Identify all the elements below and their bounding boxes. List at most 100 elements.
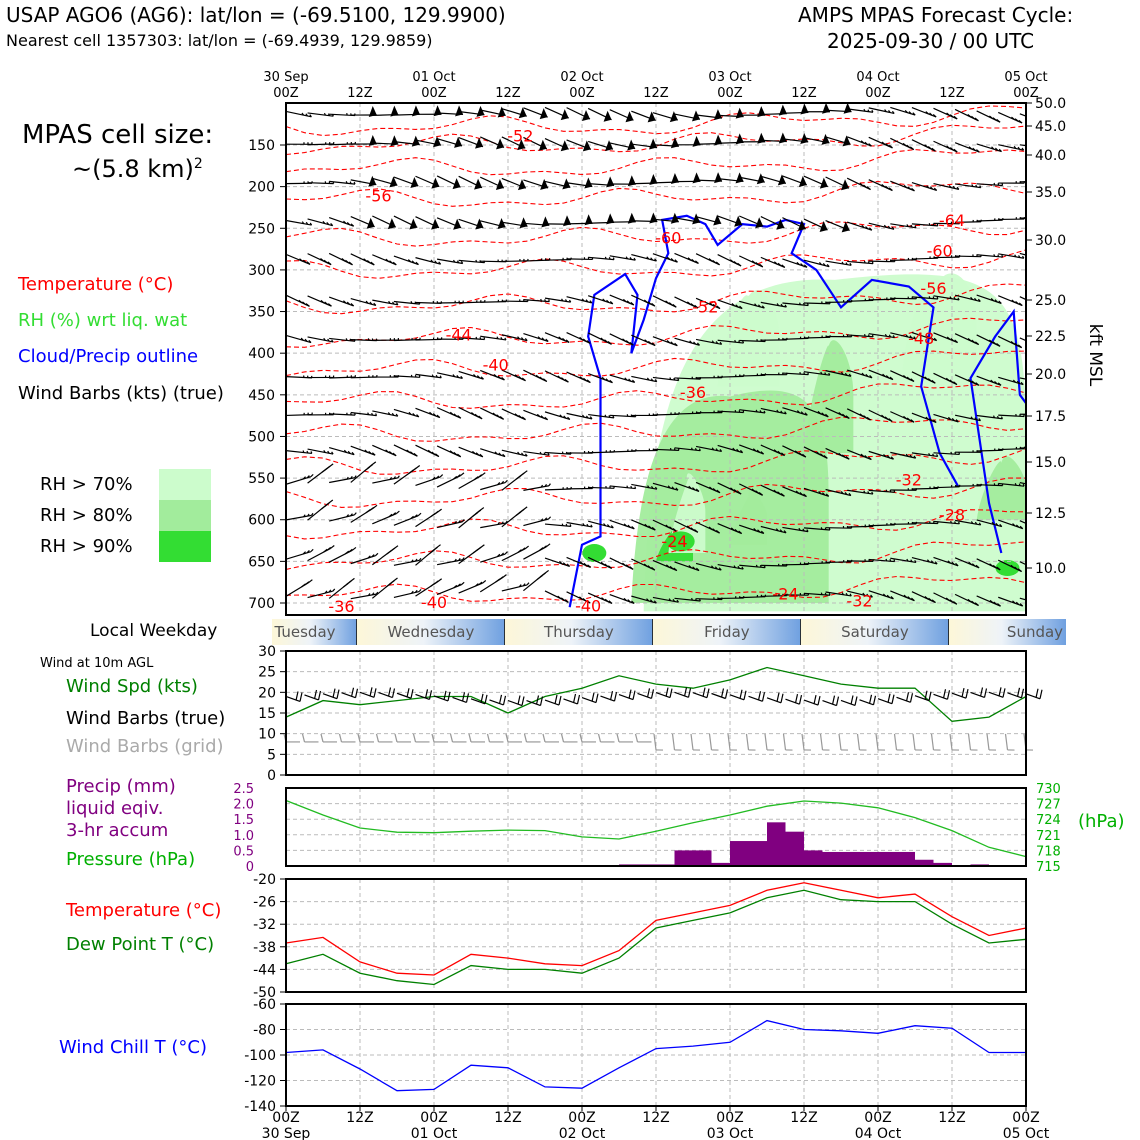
wind-barb-flag <box>310 548 314 553</box>
wind-barb-flag <box>991 146 995 150</box>
wind-barb-flag <box>651 566 656 571</box>
surface-barb-shaft <box>655 692 671 699</box>
wind-barb-flag <box>1018 255 1021 258</box>
wind-barb-flag <box>320 299 325 304</box>
wind-barb-flag <box>543 452 546 455</box>
wind-barb <box>890 223 917 229</box>
wind-barb-flag <box>997 183 1000 186</box>
wind-barb-flag <box>760 451 765 455</box>
wind-barb <box>911 412 937 424</box>
wind-barb-flag <box>957 297 960 301</box>
wind-barb-flag <box>432 413 437 417</box>
wind-barb-flag <box>628 378 632 382</box>
wind-barb-flag <box>311 512 314 516</box>
surface-barb-flag <box>613 691 618 702</box>
wind-barb-flag <box>1017 568 1022 573</box>
wind-barb-flag <box>350 223 355 227</box>
wind-barb-flag <box>864 141 869 146</box>
wind-barb <box>631 595 657 604</box>
wind-barb-flag <box>456 260 460 264</box>
wind-barb <box>976 294 1002 304</box>
wind-barb-flag <box>452 374 456 378</box>
wind-barb <box>782 258 808 268</box>
wind-barb-flag <box>545 338 549 342</box>
wind-barb-flag <box>738 530 743 535</box>
weekday-title: Local Weekday <box>90 621 218 641</box>
wind-barb-flag <box>884 333 888 337</box>
grid-barb-flag <box>967 733 972 751</box>
wind-barb-flag <box>888 418 893 422</box>
wind-barb-flag <box>630 301 635 306</box>
surface-wind-barb <box>748 691 766 702</box>
wind-barb-pennant <box>517 139 526 151</box>
wind-barb-flag <box>581 298 585 302</box>
surface-wind-barb <box>304 689 322 701</box>
surface-barb-shaft <box>766 697 782 704</box>
precip-bar <box>933 862 952 866</box>
wind-barb <box>868 107 895 115</box>
wind-barb-shaft <box>329 514 355 522</box>
wind-barb-flag <box>350 302 355 307</box>
surface-wind-barb <box>433 690 451 702</box>
wind-barb-flag <box>323 112 326 116</box>
wind-barb-flag <box>949 379 954 384</box>
wind-barb <box>587 556 613 569</box>
pressure-tick-label: 250 <box>248 221 275 237</box>
wind-barb-flag <box>566 563 571 567</box>
wind-barb-flag <box>881 184 886 188</box>
wind-barb-flag <box>970 296 974 300</box>
wind-barb-flag <box>306 475 310 479</box>
wind-barb-flag <box>393 476 396 480</box>
wind-barb-flag <box>804 264 808 268</box>
wind-barb-flag <box>734 528 739 533</box>
wind-barb-flag <box>970 521 974 524</box>
wind-barb <box>738 483 764 496</box>
surface-barb-flag <box>332 688 336 698</box>
grid-barb-flag <box>394 733 398 743</box>
wind-barb-flag <box>925 111 930 115</box>
wind-barb-flag <box>453 451 458 456</box>
wind-barb <box>415 578 443 597</box>
wind-barb <box>480 448 506 458</box>
wind-barb <box>458 406 483 420</box>
wind-barb-flag <box>675 487 679 491</box>
temperature-label: -24 <box>661 532 687 551</box>
cross-section-frame <box>285 102 1027 616</box>
wind-barb-flag <box>629 341 634 346</box>
temperature-label: -52 <box>507 127 533 146</box>
temperature-contour <box>286 221 1026 247</box>
wind-barb-flag <box>623 523 628 527</box>
precip-bar <box>693 850 712 866</box>
wind-barb <box>544 411 571 421</box>
wind-barb-flag <box>353 181 356 185</box>
wind-barb-flag <box>332 588 336 592</box>
wind-barb <box>890 106 916 116</box>
wind-barb <box>609 519 635 530</box>
wind-barb <box>868 179 893 192</box>
panel-ytick-label: 15 <box>258 706 276 722</box>
wind-barb-flag <box>674 342 678 347</box>
wind-barb-flag <box>993 254 996 257</box>
wind-barb <box>717 523 743 535</box>
wind-barb-flag <box>677 378 680 381</box>
wind-barb-shaft <box>847 525 874 528</box>
wind-barb-flag <box>715 529 721 534</box>
wind-barb-flag <box>871 491 874 495</box>
wind-barb-flag <box>500 552 505 556</box>
time-axes: 00Z00Z12Z12Z00Z00Z12Z12Z00Z00Z12Z12Z00Z0… <box>262 70 1050 1140</box>
wind-barb <box>739 300 765 309</box>
surface-barb-shaft <box>933 693 948 700</box>
surface-barb-flag <box>576 694 581 705</box>
surface-barb-flag <box>979 687 984 697</box>
wind-barb-flag <box>430 513 436 518</box>
wind-barb <box>803 406 829 418</box>
wind-barb <box>933 332 959 344</box>
wind-barb-flag <box>562 562 567 566</box>
wind-barb-flag <box>449 450 454 454</box>
wind-barb-flag <box>651 342 656 347</box>
grid-barb-flag <box>930 733 935 751</box>
wind-barb <box>566 331 591 344</box>
wind-barb-flag <box>472 512 479 517</box>
wind-barb-flag <box>952 600 958 605</box>
